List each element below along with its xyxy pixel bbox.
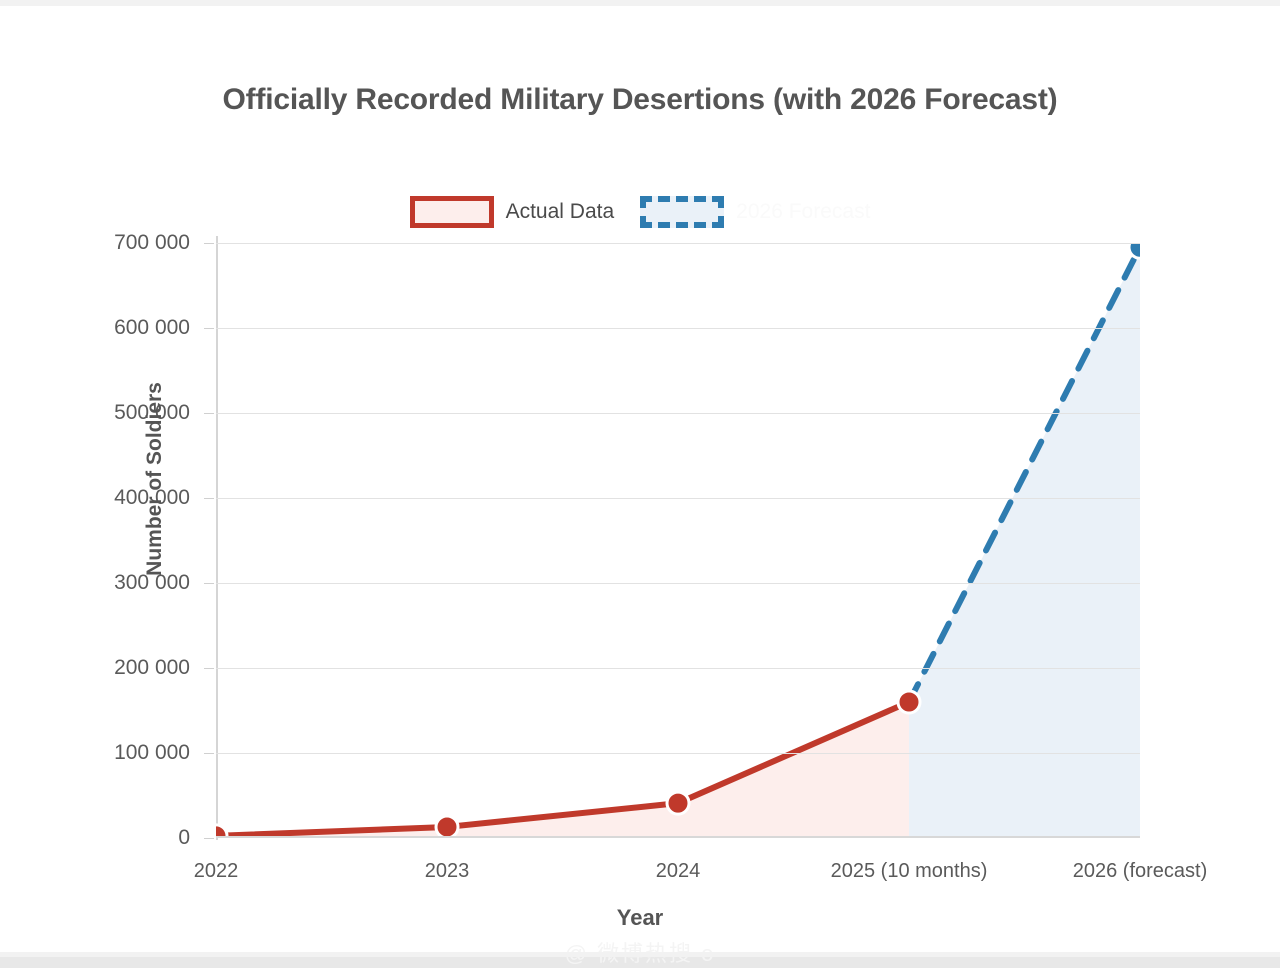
series-line-1 (906, 244, 1140, 705)
data-point-marker[interactable] (1127, 243, 1140, 260)
x-axis-tick-label: 2024 (655, 860, 701, 882)
x-axis-tick-label: 2026 (forecast) (1072, 860, 1208, 882)
y-axis-tick-mark (204, 498, 214, 499)
plot-area (204, 243, 1140, 839)
x-axis-tick-label: 2022 (193, 860, 239, 882)
y-axis-tick-mark (204, 328, 214, 329)
gridline (216, 668, 1140, 669)
data-point-marker[interactable] (665, 790, 691, 816)
y-axis-tick-mark (204, 753, 214, 754)
y-axis-tick-label: 300 000 (114, 571, 190, 594)
x-axis-title: Year (616, 905, 664, 930)
series-line-0 (216, 699, 912, 838)
legend-swatch-actual-icon (409, 196, 494, 228)
gridline (216, 413, 1140, 414)
y-axis-tick-mark (204, 413, 214, 414)
y-axis-tick-mark (204, 668, 214, 669)
y-axis-tick-label: 700 000 (114, 231, 190, 254)
x-axis-tick-label: 2025 (10 months) (830, 860, 988, 882)
legend-label-forecast: 2026 Forecast (736, 200, 871, 223)
gridline (216, 328, 1140, 329)
y-axis-tick-label: 400 000 (114, 486, 190, 509)
page-title: Officially Recorded Military Desertions … (222, 83, 1058, 116)
data-point-marker[interactable] (216, 823, 229, 838)
gridline (216, 498, 1140, 499)
data-point-marker[interactable] (896, 689, 922, 715)
y-axis-tick-mark (204, 243, 214, 244)
y-axis-tick-label: 200 000 (114, 656, 190, 679)
gridline (216, 243, 1140, 244)
gridline (216, 583, 1140, 584)
x-axis-tick-label: 2023 (424, 860, 470, 882)
y-axis-tick-label: 100 000 (114, 741, 190, 764)
chart-canvas (216, 243, 1140, 838)
legend-item-forecast[interactable]: 2026 Forecast (640, 196, 870, 228)
data-point-marker[interactable] (434, 814, 460, 838)
watermark: @ 微博热搜 o (564, 941, 716, 966)
y-axis-tick-label: 0 (178, 826, 190, 849)
series-area-1 (909, 247, 1140, 838)
series-area-0 (216, 702, 909, 838)
y-axis-tick-label: 500 000 (114, 401, 190, 424)
y-axis-line (216, 236, 218, 840)
x-axis-tick-labels: 2022 2023 2024 2025 (10 months) 2026 (foreca… (194, 860, 1208, 890)
y-axis-tick-mark (204, 583, 214, 584)
legend-swatch-forecast-icon (640, 196, 725, 228)
legend-label-actual: Actual Data (505, 200, 615, 223)
y-axis-tick-labels: 700 000 600 000 500 000 400 000 300 000 200 0… (0, 231, 1280, 849)
chart-legend: Actual Data 2026 Forecast (0, 196, 1280, 228)
y-axis-tick-label: 600 000 (114, 316, 190, 339)
y-axis-title: Number of Soldiers (142, 381, 166, 576)
y-axis-tick-mark (204, 838, 214, 839)
x-axis-baseline (216, 836, 1140, 838)
gridline (216, 753, 1140, 754)
legend-item-actual[interactable]: Actual Data (409, 196, 615, 228)
